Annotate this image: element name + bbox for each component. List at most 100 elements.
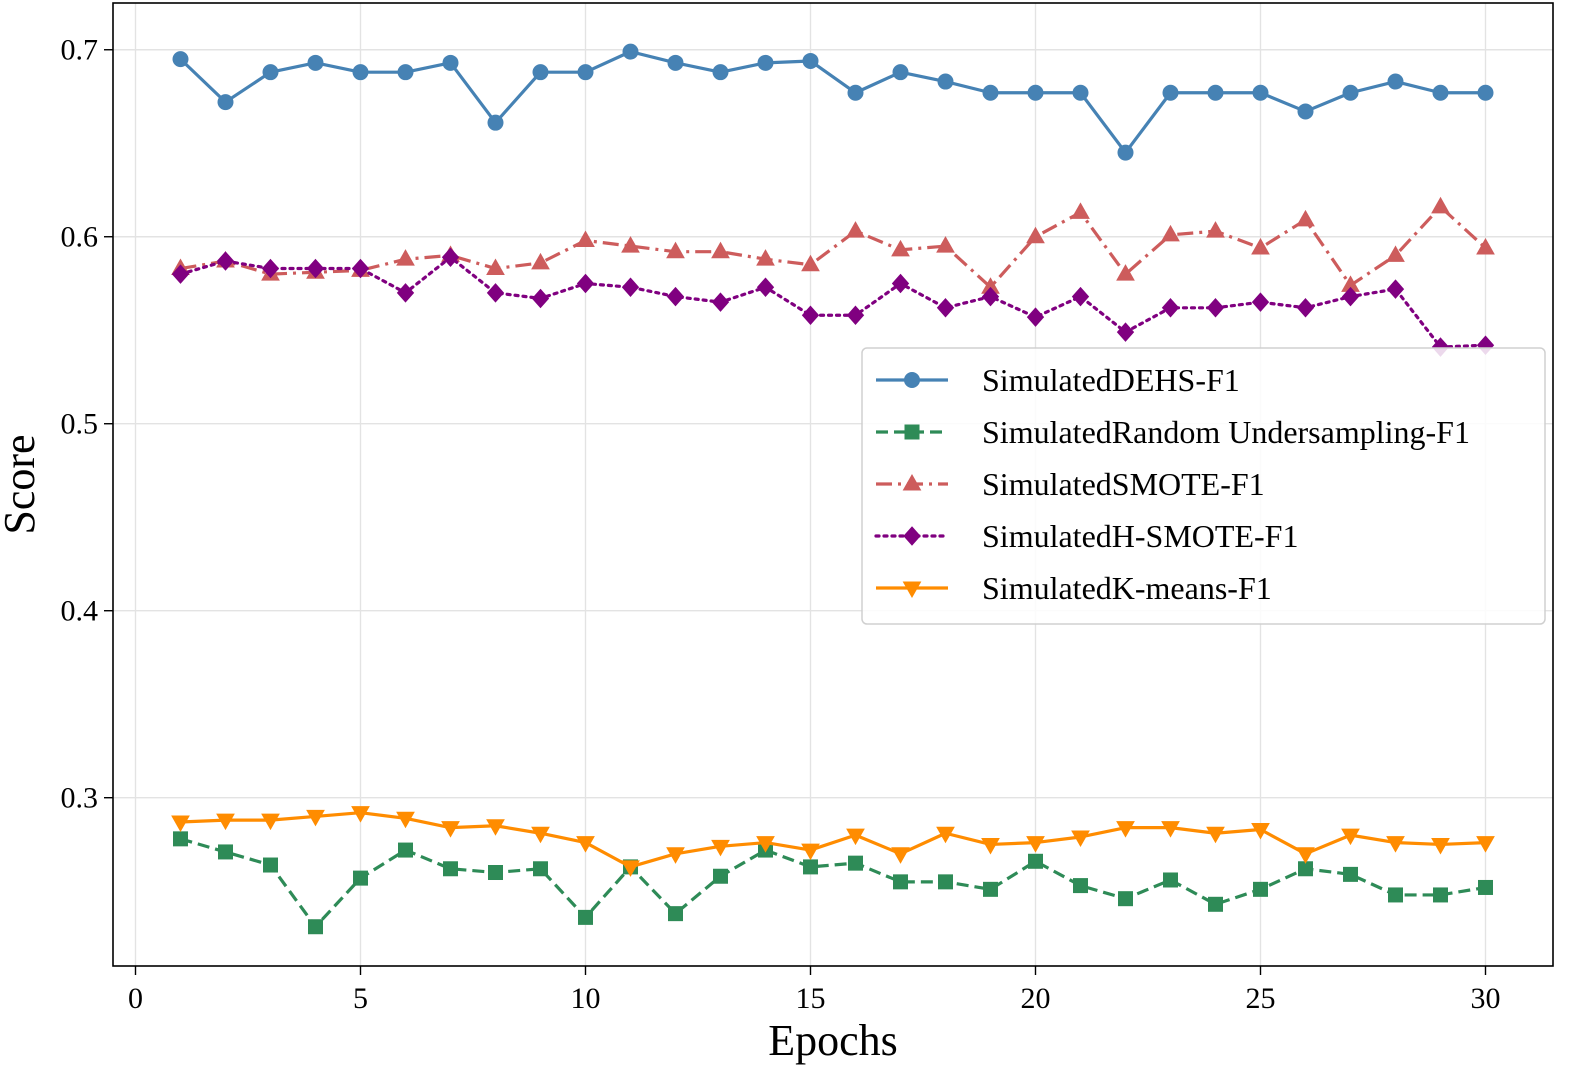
data-point <box>1117 144 1134 161</box>
legend-marker <box>904 372 920 388</box>
data-point <box>1162 84 1179 101</box>
data-point <box>488 865 503 881</box>
data-point <box>1341 286 1360 307</box>
data-point <box>396 283 415 303</box>
data-point <box>621 236 640 253</box>
series-simulatedh-smote-f1 <box>171 247 1495 357</box>
data-point <box>757 54 774 71</box>
data-point <box>398 842 413 858</box>
data-point <box>801 254 820 272</box>
data-point <box>396 811 415 829</box>
legend-label: SimulatedK-means-F1 <box>982 570 1272 606</box>
series-line <box>178 255 1488 349</box>
series-layer <box>171 43 1495 935</box>
data-point <box>1432 84 1449 101</box>
data-point <box>1433 887 1448 903</box>
data-point <box>756 249 775 266</box>
x-tick-label: 10 <box>571 982 601 1015</box>
data-point <box>1116 264 1135 281</box>
data-point <box>1341 828 1360 846</box>
data-point <box>712 64 729 81</box>
data-point <box>1296 209 1315 227</box>
data-point <box>847 84 864 101</box>
data-point <box>1431 196 1450 214</box>
data-point <box>306 258 325 279</box>
data-point <box>1387 73 1404 90</box>
series-line <box>180 837 1486 929</box>
data-point <box>846 221 865 238</box>
data-point <box>756 277 775 297</box>
legend-item: SimulatedRandom Undersampling-F1 <box>876 414 1470 450</box>
data-point <box>1071 286 1090 307</box>
data-point <box>396 249 415 266</box>
series-line <box>179 50 1486 155</box>
data-point <box>1386 836 1405 853</box>
data-point <box>1297 103 1314 120</box>
legend-label: SimulatedDEHS-F1 <box>982 362 1240 398</box>
y-tick-label: 0.4 <box>61 595 99 628</box>
data-point <box>621 277 640 297</box>
data-point <box>1027 84 1044 101</box>
data-point <box>1251 292 1270 312</box>
data-point <box>1161 224 1180 242</box>
data-point <box>802 52 819 69</box>
data-point <box>533 861 548 877</box>
data-point <box>713 868 728 884</box>
data-point <box>531 288 550 309</box>
y-tick-label: 0.5 <box>61 408 99 441</box>
data-point <box>1116 821 1135 838</box>
data-point <box>893 874 908 890</box>
data-point <box>846 828 865 846</box>
x-tick-label: 25 <box>1246 982 1276 1015</box>
data-point <box>936 298 955 318</box>
x-tick-label: 0 <box>128 982 143 1015</box>
data-point <box>1026 836 1045 853</box>
tick-layer: 0 5 10 15 20 25 30 0.3 0.4 0.5 0.6 0.7 <box>61 34 1501 1015</box>
series-simulatedsmote-f1 <box>171 196 1495 294</box>
data-point <box>351 806 370 823</box>
data-point <box>1252 84 1269 101</box>
data-point <box>668 906 683 922</box>
data-point <box>1296 298 1315 318</box>
data-point <box>846 305 865 326</box>
data-point <box>577 64 594 81</box>
series-simulateddehs-f1 <box>172 43 1494 161</box>
data-point <box>666 847 685 864</box>
x-tick-label: 20 <box>1021 982 1051 1015</box>
legend: SimulatedDEHS-F1 SimulatedRandom Undersam… <box>861 347 1546 625</box>
data-point <box>1386 279 1405 299</box>
data-point <box>982 84 999 101</box>
data-point <box>711 839 730 857</box>
data-point <box>892 64 909 81</box>
x-axis-title: Epochs <box>768 1016 898 1065</box>
legend-marker <box>902 473 922 491</box>
data-point <box>1026 226 1045 244</box>
data-point <box>1072 84 1089 101</box>
data-point <box>1206 221 1225 238</box>
data-point <box>353 870 368 886</box>
data-point <box>261 813 280 831</box>
y-tick-label: 0.3 <box>61 782 99 815</box>
data-point <box>622 43 639 60</box>
data-point <box>1163 872 1178 888</box>
data-point <box>441 247 460 268</box>
data-point <box>1298 861 1313 877</box>
legend-label: SimulatedSMOTE-F1 <box>982 466 1265 502</box>
data-point <box>1026 307 1045 327</box>
data-point <box>441 821 460 838</box>
data-point <box>1028 853 1043 869</box>
data-point <box>532 64 549 81</box>
data-point <box>263 857 278 873</box>
data-point <box>1073 878 1088 894</box>
data-point <box>216 813 235 831</box>
data-point <box>1071 830 1090 847</box>
data-point <box>307 54 324 71</box>
data-point <box>1206 298 1225 318</box>
data-point <box>1476 836 1495 853</box>
data-point <box>1206 826 1225 844</box>
data-point <box>171 815 190 833</box>
data-point <box>937 73 954 90</box>
data-point <box>981 286 1000 307</box>
